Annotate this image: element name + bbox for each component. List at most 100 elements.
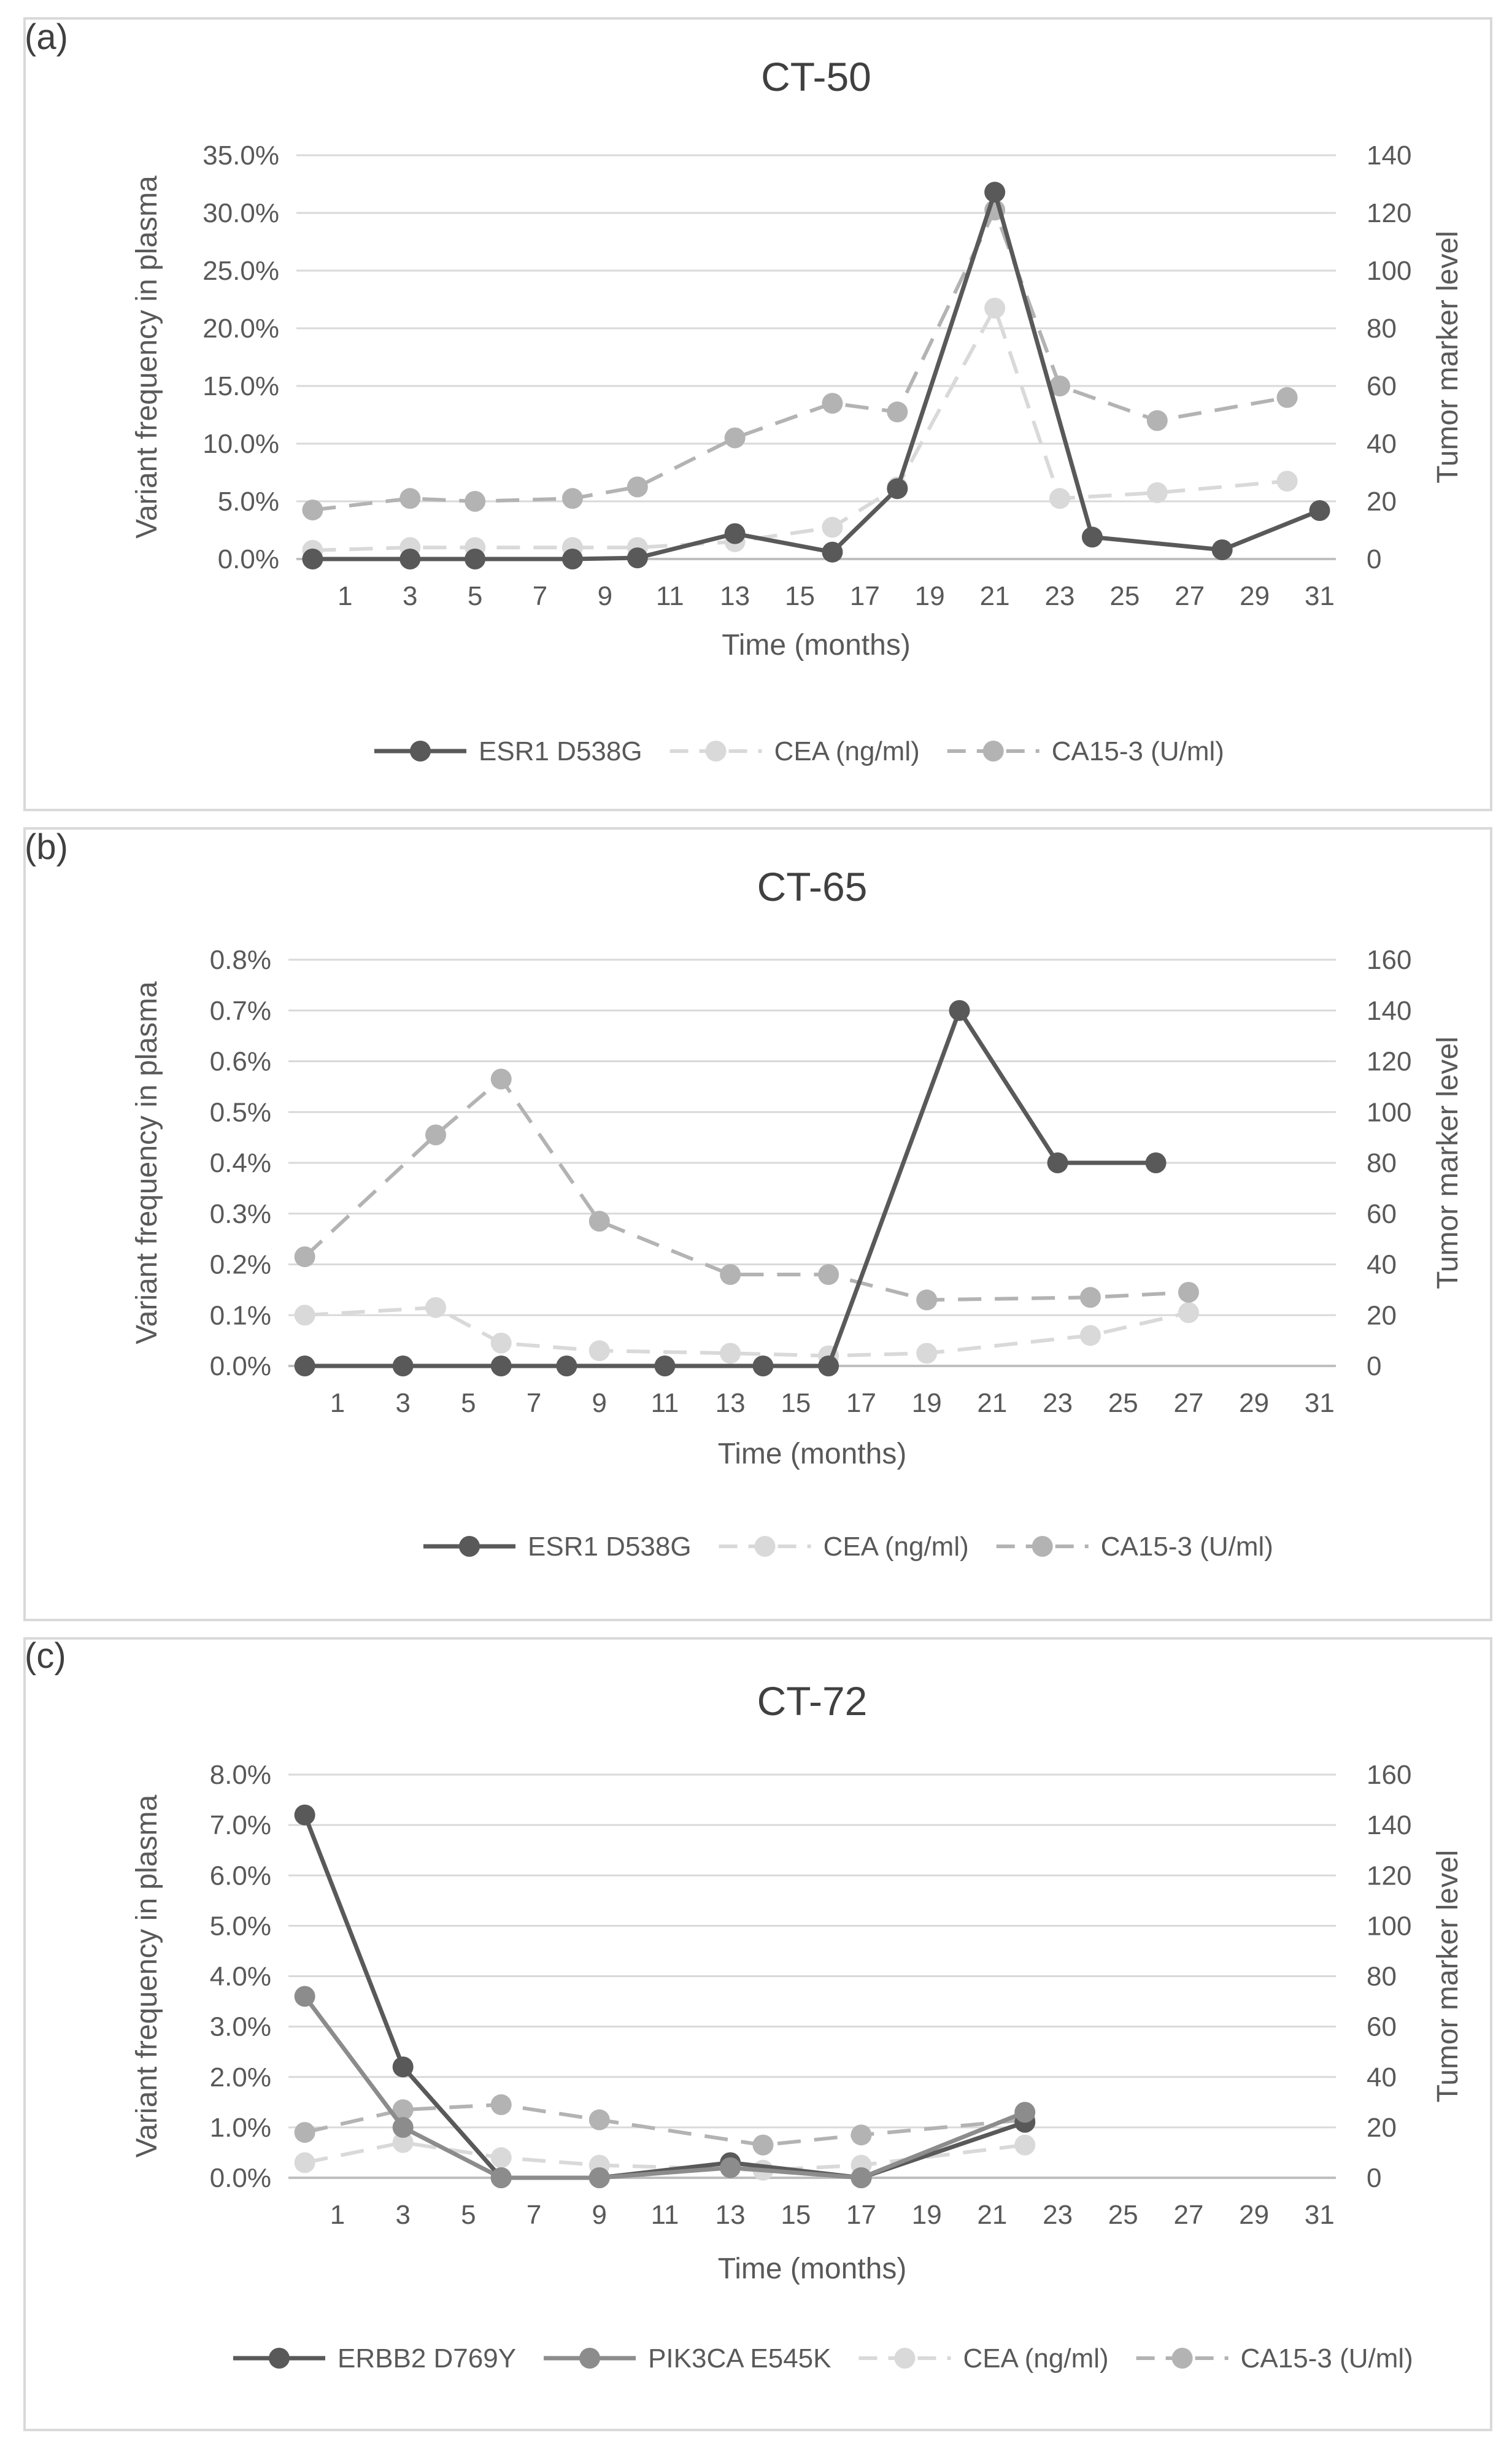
chart-panel-3: (c) CT-72 0.0% 1.0% 2.0% 3.0% 4.0% 5.0% 6.0% 7.0%… (23, 1636, 1492, 2431)
x-axis-title: Time (months) (718, 1438, 907, 1470)
y-axis-title: Variant frequency in plasma (131, 981, 163, 1344)
data-point (887, 401, 908, 423)
y2-axis-title: Tumor marker level (1432, 1850, 1464, 2103)
x-tick-label: 15 (781, 2200, 811, 2230)
legend-entry: CA15-3 (U/ml) (996, 1532, 1273, 1562)
data-point (627, 476, 648, 498)
y2-tick-label: 0 (1367, 2163, 1381, 2193)
data-point (822, 541, 843, 563)
legend-label: ESR1 D538G (528, 1532, 692, 1562)
data-point (1178, 1302, 1199, 1324)
x-tick-label: 31 (1305, 581, 1335, 611)
x-tick-label: 9 (592, 1388, 607, 1418)
y-tick-label: 35.0% (202, 141, 279, 171)
data-point (850, 2124, 872, 2146)
legend-marker (410, 741, 431, 762)
y-tick-label: 0.0% (210, 2163, 271, 2193)
legend-entry: CEA (ng/ml) (858, 2343, 1109, 2374)
data-point (588, 1340, 610, 1362)
data-point (1211, 539, 1233, 560)
panel-border (23, 827, 1492, 1621)
x-tick-label: 13 (716, 2200, 746, 2230)
y2-tick-label: 20 (1367, 487, 1397, 517)
series-line (304, 1008, 1156, 1368)
chart-title: CT-50 (761, 54, 871, 99)
legend-entry: CA15-3 (U/ml) (1136, 2343, 1413, 2374)
data-point (490, 1068, 512, 1090)
x-tick-label: 31 (1305, 1388, 1335, 1418)
y2-tick-label: 20 (1367, 2113, 1397, 2143)
x-tick-label: 27 (1173, 1388, 1203, 1418)
y2-tick-label: 40 (1367, 429, 1397, 459)
y2-tick-label: 0 (1367, 1351, 1381, 1381)
y-tick-label: 5.0% (218, 487, 279, 517)
x-tick-label: 11 (651, 1388, 679, 1418)
series-line (312, 208, 1288, 512)
data-point (561, 488, 583, 509)
y-tick-label: 7.0% (210, 1810, 271, 1840)
legend-marker (459, 1536, 480, 1557)
data-point (392, 2132, 414, 2153)
x-tick-label: 31 (1305, 2200, 1335, 2230)
legend-label: CA15-3 (U/ml) (1241, 2343, 1413, 2374)
legend-entry: CEA (ng/ml) (669, 736, 920, 766)
y-tick-label: 0.2% (210, 1250, 271, 1280)
data-point (1178, 1282, 1199, 1303)
x-tick-label: 5 (461, 2200, 476, 2230)
data-point (627, 547, 648, 569)
legend-marker (1032, 1536, 1053, 1557)
data-point (561, 549, 583, 569)
data-point (818, 1264, 839, 1286)
legend-marker (1171, 2348, 1193, 2369)
legend-marker (754, 1536, 776, 1557)
x-tick-label: 23 (1045, 581, 1075, 611)
series-esr1-d538g (302, 182, 1330, 569)
y2-axis-title: Tumor marker level (1432, 1036, 1464, 1289)
data-point (916, 1289, 938, 1311)
data-point (392, 2116, 414, 2138)
y-tick-label: 0.3% (210, 1199, 271, 1229)
legend-entry: ERBB2 D769Y (233, 2343, 516, 2374)
x-tick-label: 7 (526, 1388, 541, 1418)
y-tick-label: 0.1% (210, 1300, 271, 1330)
data-point (465, 549, 486, 569)
x-tick-label: 29 (1239, 2200, 1269, 2230)
y2-tick-label: 100 (1367, 1911, 1411, 1941)
y2-tick-label: 100 (1367, 256, 1411, 286)
series-pik3ca-e545k (294, 1986, 1036, 2188)
x-tick-label: 15 (781, 1388, 811, 1418)
x-tick-label: 17 (846, 1388, 876, 1418)
legend-label: CA15-3 (U/ml) (1052, 736, 1224, 766)
data-point (392, 1356, 414, 1376)
y-tick-label: 2.0% (210, 2062, 271, 2092)
data-point (1047, 1152, 1068, 1173)
data-point (720, 1264, 741, 1286)
y-tick-label: 10.0% (202, 429, 279, 459)
y2-tick-label: 140 (1367, 141, 1411, 171)
chart-panel-2: (b) CT-65 0.0% 0.1% 0.2% 0.3% 0.4% 0.5% 0.6% 0.7%… (23, 827, 1492, 1621)
x-tick-label: 19 (912, 2200, 942, 2230)
x-tick-label: 5 (468, 581, 482, 611)
data-point (949, 1000, 970, 1021)
y-tick-label: 4.0% (210, 1962, 271, 1992)
data-point (465, 491, 486, 512)
y-tick-label: 0.0% (210, 1351, 271, 1381)
y-tick-label: 0.6% (210, 1047, 271, 1077)
panel-label: (c) (25, 1636, 66, 1676)
legend-label: CA15-3 (U/ml) (1101, 1532, 1273, 1562)
data-point (654, 1356, 676, 1376)
data-point (720, 1343, 741, 1364)
data-point (1276, 387, 1298, 408)
y-tick-label: 15.0% (202, 371, 279, 401)
series-line (303, 1814, 1026, 2180)
panel-border (23, 1637, 1492, 2431)
legend-marker (579, 2348, 601, 2369)
series-cea-ng-ml (302, 298, 1298, 561)
data-point (490, 2147, 512, 2169)
data-point (1049, 376, 1071, 396)
data-point (294, 1356, 315, 1376)
y-tick-label: 20.0% (202, 314, 279, 344)
legend-marker (705, 741, 727, 762)
series-esr1-d538g (294, 1000, 1167, 1376)
y2-tick-label: 160 (1367, 1760, 1411, 1790)
